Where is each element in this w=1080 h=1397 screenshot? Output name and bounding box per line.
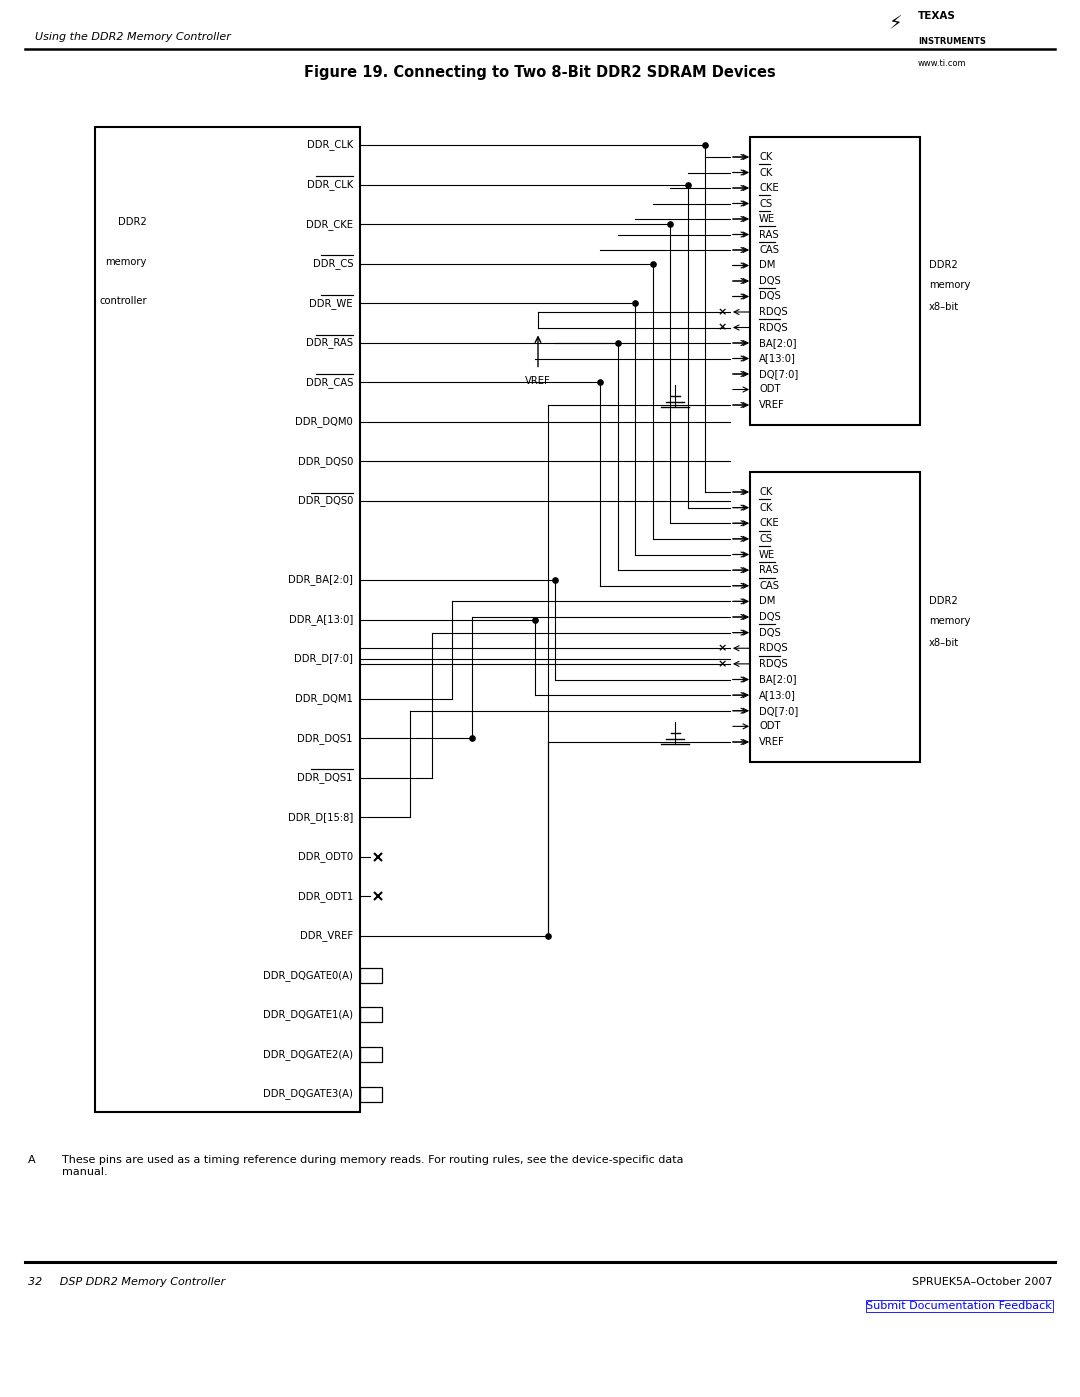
Text: Figure 19. Connecting to Two 8-Bit DDR2 SDRAM Devices: Figure 19. Connecting to Two 8-Bit DDR2 … <box>305 64 775 80</box>
Text: VREF: VREF <box>759 400 785 409</box>
Text: INSTRUMENTS: INSTRUMENTS <box>918 36 986 46</box>
Bar <box>750 472 920 761</box>
Bar <box>750 137 920 425</box>
Text: memory: memory <box>929 279 970 291</box>
Bar <box>360 968 382 983</box>
Text: DDR_DQGATE2(A): DDR_DQGATE2(A) <box>264 1049 353 1060</box>
Text: RDQS: RDQS <box>759 307 787 317</box>
Text: ×: × <box>717 323 727 332</box>
Text: controller: controller <box>99 296 147 306</box>
Text: DDR_DQM0: DDR_DQM0 <box>295 416 353 427</box>
Text: CK: CK <box>759 488 772 497</box>
Text: WE: WE <box>759 549 775 560</box>
Text: TEXAS: TEXAS <box>918 11 956 21</box>
Text: DQS: DQS <box>759 292 781 302</box>
Text: DQS: DQS <box>759 612 781 622</box>
Text: DDR_DQS0: DDR_DQS0 <box>298 496 353 506</box>
Text: ×: × <box>717 307 727 317</box>
Text: DDR_CS: DDR_CS <box>312 258 353 270</box>
Text: DDR_CLK: DDR_CLK <box>307 179 353 190</box>
Text: CK: CK <box>759 152 772 162</box>
Bar <box>95 127 360 1112</box>
Text: DDR_DQGATE3(A): DDR_DQGATE3(A) <box>264 1088 353 1099</box>
Text: CK: CK <box>759 168 772 177</box>
Text: DDR_CAS: DDR_CAS <box>306 377 353 388</box>
Text: www.ti.com: www.ti.com <box>918 59 967 68</box>
Text: DDR_DQM1: DDR_DQM1 <box>295 693 353 704</box>
Text: DM: DM <box>759 260 775 271</box>
Text: CAS: CAS <box>759 581 779 591</box>
Text: DDR_DQS1: DDR_DQS1 <box>297 773 353 784</box>
Text: BA[2:0]: BA[2:0] <box>759 675 797 685</box>
Text: DDR_CLK: DDR_CLK <box>307 140 353 151</box>
Text: These pins are used as a timing reference during memory reads. For routing rules: These pins are used as a timing referenc… <box>62 1155 684 1176</box>
Text: RDQS: RDQS <box>759 659 787 669</box>
Text: memory: memory <box>106 257 147 267</box>
Text: DDR_DQGATE0(A): DDR_DQGATE0(A) <box>264 970 353 981</box>
Text: x8–bit: x8–bit <box>929 302 959 312</box>
Text: DDR_DQGATE1(A): DDR_DQGATE1(A) <box>264 1010 353 1020</box>
Text: WE: WE <box>759 214 775 224</box>
Text: VREF: VREF <box>525 376 551 386</box>
Text: DDR_BA[2:0]: DDR_BA[2:0] <box>288 574 353 585</box>
Text: ×: × <box>717 643 727 654</box>
Text: DDR_D[15:8]: DDR_D[15:8] <box>287 812 353 823</box>
Text: VREF: VREF <box>759 738 785 747</box>
Text: BA[2:0]: BA[2:0] <box>759 338 797 348</box>
Text: SPRUEK5A–October 2007: SPRUEK5A–October 2007 <box>912 1277 1052 1287</box>
Text: CKE: CKE <box>759 518 779 528</box>
Text: ×: × <box>717 659 727 669</box>
Text: RAS: RAS <box>759 566 779 576</box>
Text: CS: CS <box>759 198 772 208</box>
Text: ODT: ODT <box>759 384 781 394</box>
Text: DQ[7:0]: DQ[7:0] <box>759 705 798 715</box>
Text: RDQS: RDQS <box>759 643 787 654</box>
Text: Using the DDR2 Memory Controller: Using the DDR2 Memory Controller <box>35 32 231 42</box>
Bar <box>360 1046 382 1062</box>
Text: CKE: CKE <box>759 183 779 193</box>
Text: DQS: DQS <box>759 277 781 286</box>
Text: DDR2: DDR2 <box>929 597 958 606</box>
Text: DDR_DQS0: DDR_DQS0 <box>298 455 353 467</box>
Text: ODT: ODT <box>759 721 781 732</box>
Text: 32     DSP DDR2 Memory Controller: 32 DSP DDR2 Memory Controller <box>28 1277 226 1287</box>
Text: DDR_RAS: DDR_RAS <box>306 337 353 348</box>
Text: CAS: CAS <box>759 244 779 256</box>
Text: DDR_WE: DDR_WE <box>310 298 353 309</box>
Text: CK: CK <box>759 503 772 513</box>
Text: A[13:0]: A[13:0] <box>759 690 796 700</box>
Text: DQ[7:0]: DQ[7:0] <box>759 369 798 379</box>
Bar <box>360 1087 382 1101</box>
Text: DDR_DQS1: DDR_DQS1 <box>297 732 353 743</box>
Text: RDQS: RDQS <box>759 323 787 332</box>
Text: DDR_A[13:0]: DDR_A[13:0] <box>288 615 353 624</box>
Bar <box>360 1007 382 1023</box>
Text: A: A <box>28 1155 36 1165</box>
Text: Submit Documentation Feedback: Submit Documentation Feedback <box>866 1301 1052 1310</box>
Text: ⚡: ⚡ <box>888 14 902 34</box>
Text: memory: memory <box>929 616 970 626</box>
Text: DDR_D[7:0]: DDR_D[7:0] <box>294 654 353 665</box>
Text: DM: DM <box>759 597 775 606</box>
Text: DDR_ODT1: DDR_ODT1 <box>298 891 353 901</box>
Text: A[13:0]: A[13:0] <box>759 353 796 363</box>
Text: x8–bit: x8–bit <box>929 638 959 648</box>
Text: DDR2: DDR2 <box>118 217 147 228</box>
Text: DQS: DQS <box>759 627 781 637</box>
Text: RAS: RAS <box>759 229 779 239</box>
Text: DDR_ODT0: DDR_ODT0 <box>298 851 353 862</box>
Text: DDR_VREF: DDR_VREF <box>300 930 353 942</box>
Text: DDR_CKE: DDR_CKE <box>306 218 353 229</box>
Text: CS: CS <box>759 534 772 543</box>
Text: DDR2: DDR2 <box>929 260 958 270</box>
